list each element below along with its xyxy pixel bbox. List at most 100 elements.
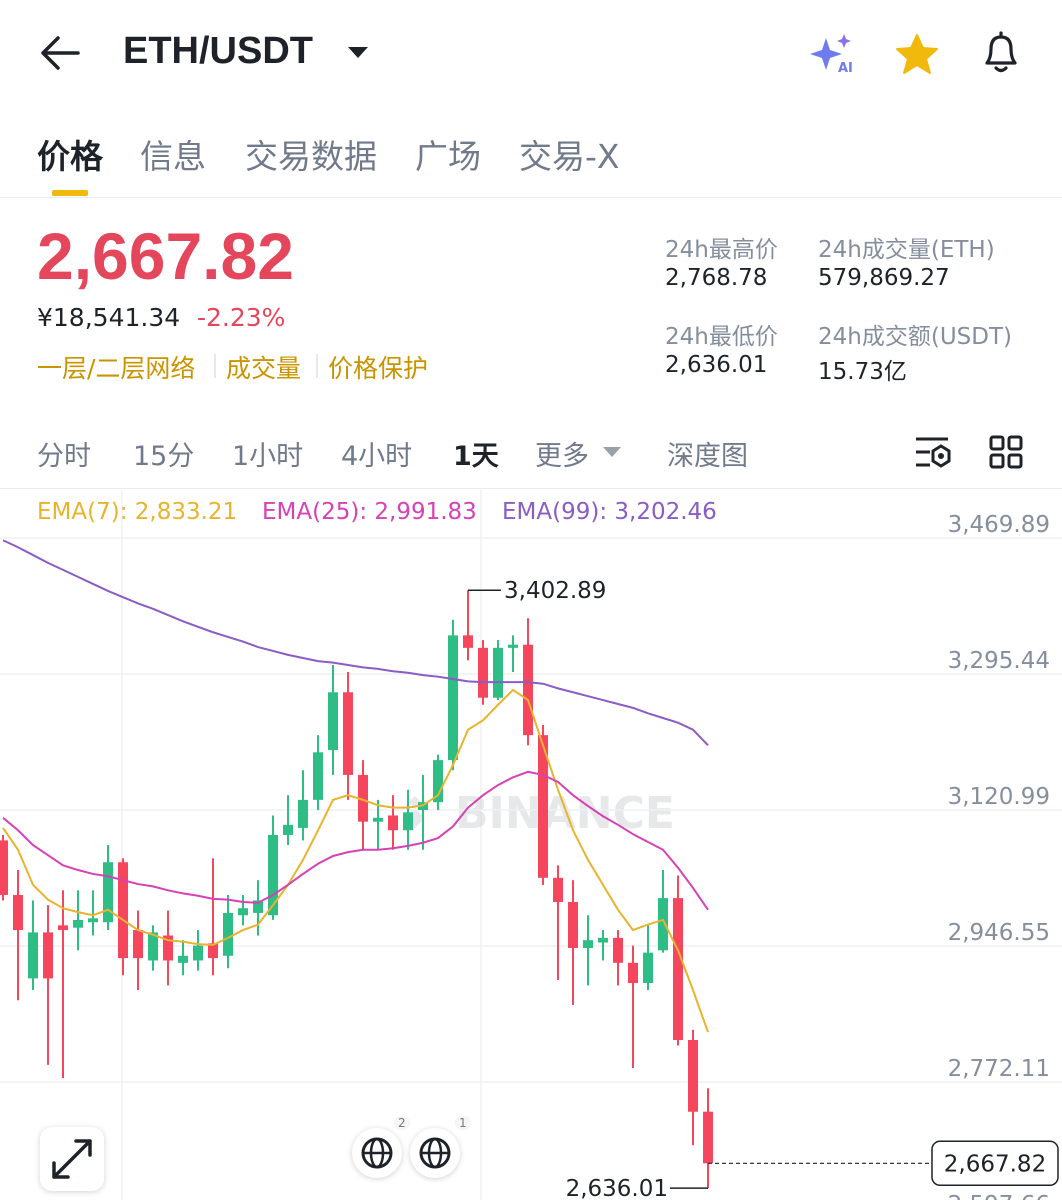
candle-body [688, 1039, 698, 1112]
candle-body [88, 918, 98, 923]
indicator-settings[interactable] [912, 434, 954, 472]
interval[interactable]: 1天 [453, 441, 499, 472]
candle-body [58, 925, 68, 931]
badge: 1 [455, 1116, 471, 1130]
fullscreen-icon [52, 1139, 92, 1179]
divider [0, 197, 1062, 198]
interval[interactable]: 1小时 [232, 441, 304, 472]
ai-button[interactable]: AI [808, 32, 858, 76]
last-price-label: 2,667.82 [944, 1151, 1046, 1177]
stat-label: 24h成交额(USDT) [818, 324, 1012, 350]
candle-body [523, 644, 533, 736]
tag-link[interactable]: 价格保护 [328, 354, 429, 383]
tab[interactable]: 信息 [140, 137, 206, 176]
candle-body [628, 962, 638, 984]
separator [316, 354, 318, 378]
candle-body [0, 840, 8, 895]
tab[interactable]: 交易-X [519, 137, 620, 176]
candle-body [583, 940, 593, 948]
separator [214, 354, 216, 378]
watermark: BINANCE [455, 788, 675, 839]
legend-entry: EMA(25): 2,991.83 [262, 499, 477, 525]
interval[interactable]: 4小时 [341, 441, 413, 472]
candle-body [28, 932, 38, 979]
interval[interactable]: 更多 [535, 441, 589, 472]
stat-label: 24h最低价 [665, 324, 778, 350]
notification-button[interactable] [978, 30, 1024, 76]
indicator-button[interactable] [352, 1128, 402, 1178]
favorite-button[interactable] [894, 32, 940, 76]
candle-body [703, 1111, 713, 1164]
tab[interactable]: 价格 [37, 137, 103, 176]
globe-icon [419, 1137, 451, 1169]
y-tick-label: 3,469.89 [948, 512, 1050, 538]
candle-body [298, 799, 308, 828]
candle-body [538, 735, 548, 878]
chart: BINANCE 3,469.89 3,295.44 3,120.99 2,946.55… [0, 490, 1062, 1200]
ema-line [2, 770, 709, 911]
candle-body [598, 937, 608, 943]
candle-body [463, 635, 473, 648]
fullscreen-button[interactable] [40, 1127, 104, 1191]
tab[interactable]: 交易数据 [245, 137, 377, 176]
candle-body [673, 898, 683, 1040]
candle-body [343, 692, 353, 775]
candle-body [163, 935, 173, 961]
last-price: 2,667.82 [37, 219, 294, 293]
layout-button[interactable] [988, 434, 1026, 472]
candle-body [133, 930, 143, 959]
candle-body [433, 760, 443, 803]
interval[interactable]: 分时 [37, 441, 91, 472]
candle-body [43, 932, 53, 979]
candle-body [223, 912, 233, 956]
y-tick-label: 2,946.55 [948, 920, 1050, 946]
candle-body [13, 894, 23, 931]
interval[interactable]: 15分 [133, 441, 195, 472]
stat-value: 2,636.01 [665, 352, 768, 378]
globe-icon [361, 1137, 393, 1169]
candle-body [208, 943, 218, 959]
candle-body [313, 752, 323, 800]
candle-body [403, 812, 413, 831]
svg-text:AI: AI [838, 61, 853, 76]
candle-body [553, 877, 563, 902]
candle-body [358, 774, 368, 822]
high-label: 3,402.89 [504, 578, 606, 604]
indicator-button[interactable] [410, 1128, 460, 1178]
low-label: 2,636.01 [566, 1176, 668, 1200]
tag-link[interactable]: 成交量 [226, 354, 302, 383]
tag-link[interactable]: 一层/二层网络 [37, 354, 196, 383]
candle-body [508, 644, 518, 648]
stat-label: 24h成交量(ETH) [818, 237, 995, 263]
candle-body [478, 647, 488, 698]
candle-body [493, 647, 503, 698]
candle-body [658, 898, 668, 951]
candle-body [283, 824, 293, 835]
candle-body [388, 815, 398, 831]
pair-title[interactable]: ETH/USDT [123, 30, 313, 72]
more-caret[interactable] [601, 445, 623, 459]
candle-body [448, 635, 458, 761]
stat-value: 2,768.78 [665, 265, 768, 291]
candle-body [373, 817, 383, 822]
pair-dropdown[interactable] [346, 45, 370, 61]
candle-body [253, 900, 263, 913]
candle-body [643, 952, 653, 984]
candle-body [178, 955, 188, 963]
y-tick-label: 3,120.99 [948, 784, 1050, 810]
legend-entry: EMA(7): 2,833.21 [37, 499, 237, 525]
candle-body [193, 945, 203, 961]
candle-body [148, 932, 158, 961]
back-button[interactable] [38, 34, 82, 74]
interval[interactable]: 深度图 [667, 441, 748, 472]
candle-body [73, 919, 83, 928]
tab[interactable]: 广场 [415, 137, 481, 176]
candle-body [328, 692, 338, 750]
candle-body [568, 901, 578, 948]
candle-body [268, 834, 278, 916]
stat-label: 24h最高价 [665, 237, 778, 263]
divider [0, 488, 1062, 489]
candle-body [118, 862, 128, 959]
stat-value: 15.73亿 [818, 359, 907, 385]
